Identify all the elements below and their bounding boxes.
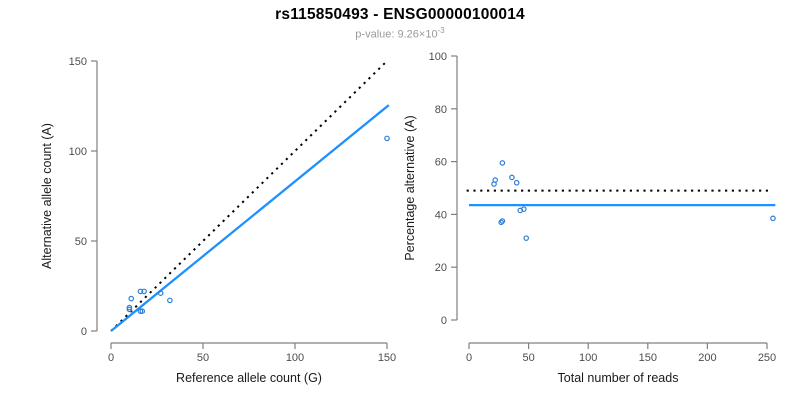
- data-point: [499, 218, 506, 224]
- x-tick-label: 150: [639, 352, 657, 364]
- x-tick-label: 50: [197, 352, 209, 364]
- x-axis-title: Total number of reads: [558, 371, 679, 385]
- data-point: [499, 160, 506, 166]
- x-tick-label: 0: [466, 352, 472, 364]
- figure-header: rs115850493 - ENSG00000100014 p-value: 9…: [0, 0, 800, 41]
- y-axis-title: Alternative allele count (A): [40, 123, 54, 269]
- data-point: [523, 235, 530, 241]
- data-point: [770, 215, 776, 222]
- data-point: [137, 288, 144, 295]
- data-point: [521, 206, 527, 212]
- identity-line: [110, 60, 388, 332]
- x-axis-title: Reference allele count (G): [176, 371, 322, 385]
- pvalue-text: p-value: 9.26×10: [355, 28, 438, 41]
- x-tick-label: 0: [108, 352, 114, 364]
- left-panel: 0 50 100 150 0 50 100 150 Reference allele count…: [40, 56, 396, 385]
- y-tick-label: 80: [435, 104, 447, 116]
- plot-title: rs115850493 - ENSG00000100014: [275, 6, 525, 23]
- x-tick-label: 100: [286, 352, 304, 364]
- data-point: [137, 308, 144, 315]
- plot-subtitle: p-value: 9.26×10-3: [0, 26, 800, 41]
- y-tick-label: 40: [435, 209, 447, 221]
- x-tick-label: 50: [522, 352, 534, 364]
- y-tick-label: 20: [435, 262, 447, 274]
- data-point: [509, 174, 515, 181]
- data-point: [157, 290, 164, 297]
- pvalue-exponent: -3: [437, 26, 445, 35]
- data-point: [141, 288, 147, 295]
- y-axis-title: Percentage alternative (A): [403, 115, 417, 260]
- data-point: [384, 135, 390, 142]
- data-point: [498, 219, 504, 226]
- y-tick-label: 0: [441, 315, 447, 327]
- data-point: [128, 295, 135, 302]
- y-tick-label: 150: [69, 56, 87, 68]
- x-tick-label: 150: [378, 352, 396, 364]
- x-tick-label: 100: [579, 352, 597, 364]
- y-tick-label: 100: [429, 51, 447, 63]
- data-point: [126, 306, 133, 313]
- y-tick-label: 60: [435, 157, 447, 169]
- x-tick-label: 250: [758, 352, 776, 364]
- data-point: [167, 297, 173, 304]
- data-point: [139, 308, 146, 315]
- data-point: [126, 304, 133, 311]
- data-point: [491, 181, 497, 187]
- x-tick-label: 200: [698, 352, 716, 364]
- y-tick-label: 100: [69, 146, 87, 158]
- y-tick-label: 0: [81, 326, 87, 338]
- y-tick-label: 50: [75, 236, 87, 248]
- regression-line: [110, 104, 390, 332]
- data-point: [513, 179, 520, 186]
- right-panel: 0 20 40 60 80 100 0 50 100 150 200 250 Total number …: [403, 51, 776, 385]
